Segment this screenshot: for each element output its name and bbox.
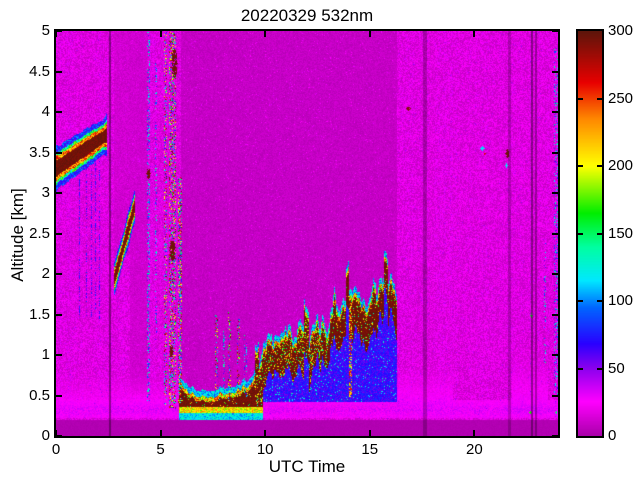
colorbar-tick-mark: [578, 300, 583, 302]
colorbar-tick-label: 300: [608, 22, 634, 39]
colorbar-tick-mark-right: [597, 367, 602, 370]
x-tick-mark: [159, 430, 162, 436]
colorbar-tick-mark-right: [597, 232, 602, 235]
y-tick-label: 2: [41, 265, 50, 282]
y-tick-mark: [56, 192, 62, 194]
x-tick-label: 5: [156, 441, 165, 458]
y-tick-mark-right: [552, 111, 558, 113]
x-tick-mark: [264, 430, 267, 436]
y-tick-mark-right: [552, 394, 558, 397]
y-tick-label: 3: [41, 184, 50, 201]
colorbar-tick-label: 200: [608, 157, 634, 174]
y-tick-mark: [56, 273, 62, 275]
y-tick-mark: [56, 394, 62, 397]
x-tick-mark: [55, 430, 57, 436]
y-tick-mark: [56, 30, 62, 32]
y-tick-mark: [56, 435, 62, 437]
y-tick-mark: [56, 354, 62, 356]
y-tick-label: 1.5: [29, 305, 50, 323]
colorbar-tick-label: 150: [608, 224, 634, 242]
x-tick-mark-top: [55, 31, 57, 37]
y-tick-label: 5: [41, 22, 50, 39]
y-tick-mark-right: [552, 313, 558, 316]
y-tick-mark-right: [552, 30, 558, 32]
y-tick-mark-right: [552, 354, 558, 356]
y-tick-label: 1: [41, 346, 50, 363]
y-tick-mark: [56, 70, 62, 73]
y-tick-label: 2.5: [29, 224, 50, 242]
y-tick-label: 4: [41, 103, 50, 120]
y-tick-mark-right: [552, 192, 558, 194]
x-axis-label: UTC Time: [268, 457, 346, 476]
y-tick-mark: [56, 313, 62, 316]
x-tick-mark-top: [473, 31, 476, 37]
y-tick-mark-right: [552, 435, 558, 437]
y-tick-label: 0.5: [29, 386, 50, 404]
x-tick-label: 10: [256, 441, 274, 458]
y-tick-mark-right: [552, 70, 558, 73]
x-tick-label: 15: [361, 441, 379, 458]
colorbar-tick-label: 50: [608, 359, 625, 377]
x-tick-mark-top: [368, 31, 371, 37]
colorbar-tick-mark: [578, 97, 583, 100]
y-tick-label: 4.5: [29, 62, 50, 80]
heatmap-canvas: [56, 31, 558, 436]
x-tick-mark-top: [159, 31, 162, 37]
y-tick-label: 0: [41, 427, 50, 444]
y-tick-label: 3.5: [29, 143, 50, 161]
x-tick-label: 20: [465, 441, 483, 458]
y-tick-mark: [56, 111, 62, 113]
colorbar-tick-mark: [578, 367, 583, 370]
y-tick-mark-right: [552, 273, 558, 275]
y-tick-mark-right: [552, 151, 558, 154]
colorbar-tick-label: 0: [608, 427, 617, 444]
colorbar-tick-mark-right: [597, 300, 602, 302]
colorbar-tick-mark: [578, 232, 583, 235]
colorbar-tick-mark: [578, 165, 583, 167]
colorbar-tick-mark-right: [597, 97, 602, 100]
x-tick-mark: [368, 430, 371, 436]
y-tick-mark: [56, 232, 62, 235]
colorbar-tick-mark-right: [597, 165, 602, 167]
y-tick-mark-right: [552, 232, 558, 235]
chart-title: 20220329 532nm: [240, 6, 374, 25]
colorbar-tick-label: 250: [608, 89, 634, 107]
x-tick-mark: [473, 430, 476, 436]
y-tick-mark: [56, 151, 62, 154]
colorbar-tick-label: 100: [608, 292, 634, 309]
x-tick-label: 0: [51, 441, 61, 458]
x-tick-mark-top: [264, 31, 267, 37]
